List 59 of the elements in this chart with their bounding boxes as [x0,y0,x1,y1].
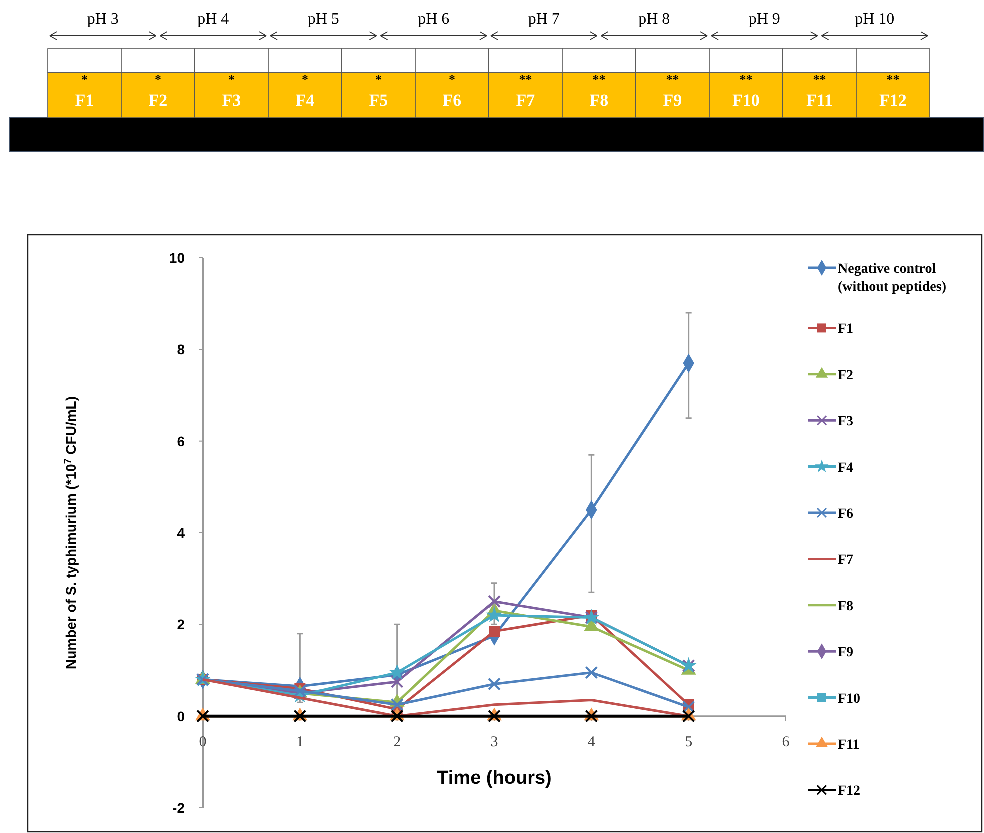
y-tick-label: 6 [177,433,186,450]
text: F8 [590,91,609,110]
y-tick-label: 0 [177,708,186,724]
text: ** [592,72,606,87]
category-label: pH 6 [418,11,450,28]
category-label: pH 8 [638,11,670,28]
text: F10 [732,91,760,110]
x-tick-label: 1 [296,734,304,750]
text: F12 [880,91,907,110]
legend-label: F12 [838,784,861,800]
text: * [449,72,456,87]
text: F1 [75,91,94,110]
legend-label: Negative control (without peptides) [838,262,947,295]
text: ** [519,72,532,87]
legend-label: F1 [838,322,854,338]
legend-label: F9 [838,646,854,661]
y-tick-label: 4 [177,525,186,541]
x-tick-label: 4 [588,734,596,750]
legend-label: F4 [838,460,854,476]
legend-label: F8 [838,599,854,614]
category-label: pH 3 [87,11,119,28]
text: F7 [516,91,536,110]
text: F3 [222,91,242,110]
category-label: pH 9 [748,11,780,28]
y-tick-label: 2 [177,616,186,633]
x-tick-label: 6 [782,734,790,750]
category-label: pH 10 [855,11,895,28]
y-tick-label: 8 [177,342,186,358]
legend-label: F3 [838,414,854,430]
text: ** [813,72,826,87]
text: F9 [663,91,682,110]
category-label: pH 4 [198,11,230,28]
text: F6 [442,91,462,110]
x-tick-label: 2 [394,734,402,750]
legend-label: F11 [838,738,860,753]
y-tick-label: 10 [169,250,186,266]
legend-label: F2 [838,368,854,384]
x-axis-title: Time (hours) [437,768,552,789]
category-label: pH 5 [308,11,340,28]
x-tick-label: 3 [490,734,498,750]
category-label: pH 7 [528,11,560,28]
text: F5 [369,91,388,110]
text: ** [666,72,680,87]
text: ** [886,72,900,87]
text: * [82,72,88,87]
y-tick-label: -2 [172,800,186,816]
text: F2 [148,91,168,110]
x-tick-label: 0 [199,734,207,750]
text: * [228,72,235,87]
text: F4 [296,91,316,110]
text: F11 [806,91,833,110]
legend-label: F6 [838,507,854,522]
text: ** [740,72,753,87]
text: * [155,72,162,87]
legend-label: F10 [838,692,861,707]
text: * [376,72,382,87]
legend-label: F7 [838,553,854,568]
x-tick-label: 5 [685,734,693,750]
text: * [302,72,308,87]
